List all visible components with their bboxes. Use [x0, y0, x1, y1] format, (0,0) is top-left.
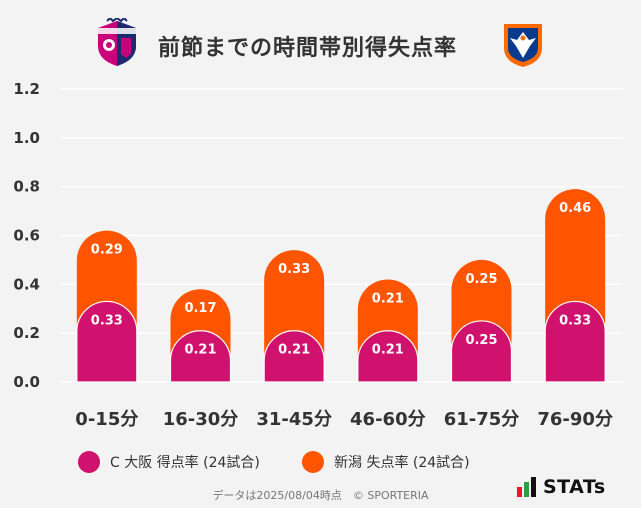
value-label-series1: 0.33 [559, 313, 591, 328]
bar-series1 [169, 330, 232, 383]
value-label-series1: 0.21 [184, 343, 216, 358]
y-tick-label: 0.4 [13, 275, 40, 293]
x-tick-label: 46-60分 [350, 409, 426, 430]
y-tick-label: 0.2 [13, 324, 40, 342]
albirex-niigata-crest-icon [504, 24, 542, 67]
value-label-series1: 0.33 [91, 313, 123, 328]
legend-item-series2: 新潟 失点率 (24試合) [302, 451, 470, 473]
y-tick-label: 1.2 [13, 80, 40, 98]
bar-series1 [263, 330, 325, 383]
stats-logo: STATs [517, 476, 606, 498]
value-label-series1: 0.25 [465, 333, 497, 348]
value-labels: 0.33 0.29 0.21 0.17 0.21 0.33 0.21 0.21 0.25 0.25… [91, 201, 591, 358]
legend-item-series1: C 大阪 得点率 (24試合) [78, 451, 260, 473]
y-tick-label: 0.0 [13, 373, 40, 391]
x-tick-label: 76-90分 [537, 409, 613, 430]
stats-brand-text: STATs [543, 476, 606, 498]
stats-bars-icon [517, 477, 536, 497]
bar-series1 [76, 301, 138, 383]
x-axis-ticks: 0-15分 16-30分 31-45分 46-60分 61-75分 76-90分 [75, 409, 613, 430]
title-bar: 前節までの時間帯別得失点率 [0, 18, 641, 68]
value-label-series2: 0.33 [278, 262, 310, 277]
bars [76, 189, 606, 383]
bar-series1 [544, 300, 606, 383]
x-tick-label: 61-75分 [444, 409, 520, 430]
x-tick-label: 16-30分 [163, 409, 239, 430]
y-tick-label: 0.8 [13, 178, 40, 196]
x-tick-label: 31-45分 [256, 409, 332, 430]
legend-label-series2: 新潟 失点率 (24試合) [334, 455, 470, 471]
y-axis-ticks: 0.0 0.2 0.4 0.6 0.8 1.0 1.2 [13, 80, 40, 391]
value-label-series2: 0.25 [465, 272, 497, 287]
legend-dot-series2 [302, 451, 324, 473]
legend-label-series1: C 大阪 得点率 (24試合) [110, 455, 260, 471]
value-label-series1: 0.21 [372, 343, 404, 358]
value-label-series2: 0.46 [559, 201, 591, 216]
footer-credit: データは2025/08/04時点 © SPORTERIA [212, 489, 429, 502]
legend: C 大阪 得点率 (24試合) 新潟 失点率 (24試合) [0, 448, 641, 476]
y-tick-label: 1.0 [13, 129, 40, 147]
y-tick-label: 0.6 [13, 227, 40, 245]
grid-lines [60, 88, 622, 383]
bar-chart: 0.00.20.40.60.81.01.2 0.330.290.210.170.… [13, 80, 622, 430]
chart-title: 前節までの時間帯別得失点率 [158, 36, 458, 61]
value-label-series2: 0.29 [91, 243, 123, 258]
value-label-series2: 0.17 [184, 301, 216, 316]
value-label-series2: 0.21 [372, 291, 404, 306]
bar-series1 [450, 320, 513, 383]
value-label-series1: 0.21 [278, 343, 310, 358]
cerezo-osaka-crest-icon [98, 18, 136, 66]
legend-dot-series1 [78, 451, 100, 473]
x-tick-label: 0-15分 [75, 409, 138, 430]
bar-series1 [357, 330, 419, 383]
